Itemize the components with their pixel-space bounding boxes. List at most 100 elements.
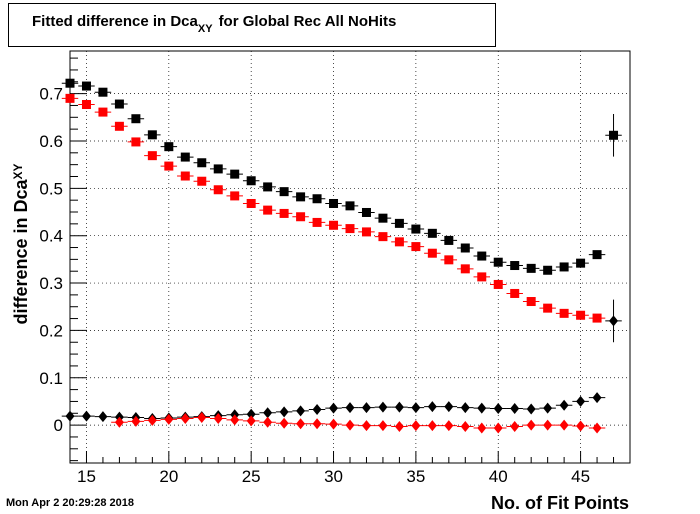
data-point-diamond	[543, 402, 553, 414]
x-tick-label: 35	[406, 467, 425, 486]
data-point-square	[559, 308, 569, 318]
x-tick-label: 15	[77, 467, 96, 486]
chart-title-rest: for Global Rec All NoHits	[218, 13, 397, 30]
data-point-square	[361, 227, 371, 237]
data-point-diamond	[378, 420, 388, 432]
data-point-diamond	[444, 420, 454, 432]
data-point-square	[98, 107, 108, 117]
data-point-square	[263, 205, 273, 215]
data-point-diamond	[510, 403, 520, 415]
x-tick-label: 40	[489, 467, 508, 486]
data-point-diamond	[131, 415, 141, 427]
data-point-square	[477, 272, 487, 282]
data-point-square	[427, 228, 437, 238]
data-point-square	[213, 185, 223, 195]
data-point-square	[197, 176, 207, 186]
data-point-diamond	[65, 410, 75, 422]
data-point-diamond	[592, 422, 602, 434]
data-point-square	[164, 161, 174, 171]
data-point-diamond	[378, 401, 388, 413]
data-point-square	[81, 100, 91, 110]
y-axis-title-subscript: XY	[11, 163, 25, 179]
data-point-diamond	[197, 412, 207, 424]
data-point-diamond	[543, 419, 553, 431]
data-point-diamond	[246, 415, 256, 427]
plot-frame	[69, 50, 631, 464]
data-point-square	[609, 130, 619, 140]
data-point-diamond	[444, 401, 454, 413]
data-point-square	[147, 130, 157, 140]
data-point-diamond	[411, 402, 421, 414]
y-tick-label: 0.6	[39, 132, 63, 151]
data-point-diamond	[493, 403, 503, 415]
data-point-diamond	[493, 422, 503, 434]
data-point-square	[543, 303, 553, 313]
data-point-square	[263, 182, 273, 192]
y-tick-label: 0.4	[39, 227, 63, 246]
data-point-diamond	[312, 418, 322, 430]
data-point-square	[131, 114, 141, 124]
data-point-square	[279, 187, 289, 197]
chart-title-box: Fitted difference in DcaXY for Global Rec…	[8, 3, 496, 47]
data-point-square	[526, 263, 536, 273]
data-point-square	[345, 201, 355, 211]
data-point-diamond	[361, 402, 371, 414]
data-point-diamond	[609, 315, 619, 327]
data-point-diamond	[164, 413, 174, 425]
data-point-square	[493, 257, 503, 267]
data-point-diamond	[477, 422, 487, 434]
y-tick-label: 0.1	[39, 369, 63, 388]
y-axis-title: difference in DcaXY	[11, 163, 31, 324]
data-point-diamond	[263, 416, 273, 428]
data-point-square	[180, 152, 190, 162]
data-point-square	[197, 158, 207, 168]
data-point-square	[81, 81, 91, 91]
data-point-diamond	[510, 421, 520, 433]
x-tick-label: 20	[159, 467, 178, 486]
data-point-square	[378, 213, 388, 223]
data-point-square	[576, 310, 586, 320]
data-point-square	[180, 171, 190, 181]
y-tick-label: 0.5	[39, 179, 63, 198]
data-point-square	[329, 220, 339, 230]
data-point-diamond	[345, 419, 355, 431]
data-point-square	[411, 224, 421, 234]
data-point-square	[65, 78, 75, 88]
data-point-diamond	[361, 420, 371, 432]
timestamp: Mon Apr 2 20:29:28 2018	[6, 497, 134, 509]
data-point-square	[213, 164, 223, 174]
data-point-square	[543, 265, 553, 275]
x-tick-label: 25	[242, 467, 261, 486]
data-point-square	[98, 87, 108, 97]
data-point-square	[444, 255, 454, 265]
data-point-diamond	[592, 392, 602, 404]
y-tick-label: 0.2	[39, 321, 63, 340]
data-point-diamond	[460, 402, 470, 414]
data-point-square	[394, 218, 404, 228]
data-point-diamond	[427, 420, 437, 432]
data-point-square	[460, 264, 470, 274]
data-point-square	[246, 198, 256, 208]
data-point-diamond	[477, 402, 487, 414]
data-point-diamond	[312, 403, 322, 415]
chart-title: Fitted difference in DcaXY for Global Rec…	[32, 13, 397, 35]
data-point-diamond	[230, 414, 240, 426]
data-point-square	[559, 262, 569, 272]
data-point-square	[296, 212, 306, 222]
data-point-square	[345, 224, 355, 234]
data-point-square	[230, 169, 240, 179]
data-point-square	[279, 208, 289, 218]
data-point-diamond	[526, 419, 536, 431]
data-point-square	[65, 93, 75, 103]
x-axis-title: No. of Fit Points	[491, 493, 629, 513]
data-point-diamond	[246, 408, 256, 420]
chart-title-main: Fitted difference in Dca	[32, 13, 198, 30]
data-point-diamond	[526, 403, 536, 415]
data-point-square	[592, 313, 602, 323]
data-point-diamond	[329, 418, 339, 430]
data-point-square	[312, 217, 322, 227]
data-point-diamond	[460, 421, 470, 433]
data-point-diamond	[576, 420, 586, 432]
x-tick-label: 30	[324, 467, 343, 486]
